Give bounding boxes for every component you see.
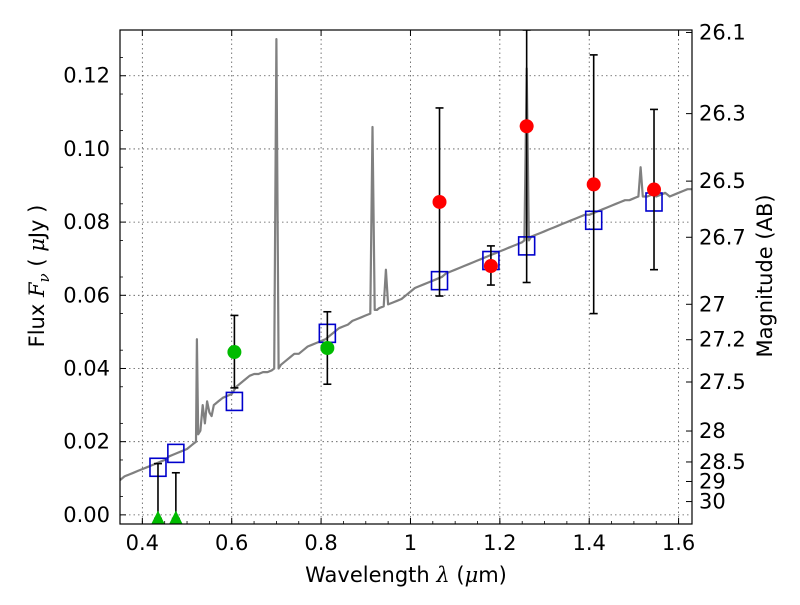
- model-photometry-square: [225, 391, 244, 412]
- data-point-circle: [227, 345, 242, 360]
- x-tick-label: 1: [404, 531, 417, 555]
- x-axis-label-unit: m): [478, 563, 507, 587]
- x-tick-label: 0.8: [304, 531, 337, 555]
- data-point-circle: [586, 177, 601, 192]
- x-tick-label: 1.6: [662, 531, 695, 555]
- y2-tick-label: 26.1: [699, 20, 746, 44]
- tick-layer: 0.4 0.6 0.8 1 1.2 1.4 1.6 0.00 0.02 0.04 0.06 0.08 0…: [63, 20, 746, 555]
- y-axis-label-prefix: Flux: [25, 297, 49, 347]
- data-point-circle: [320, 340, 335, 355]
- data-point-circle: [519, 119, 534, 134]
- x-axis-label-lambda: λ: [435, 563, 449, 587]
- model-spectrum-line: [120, 37, 692, 481]
- data-point-circle: [483, 259, 498, 274]
- y-axis-label-nu: ν: [35, 273, 53, 282]
- y2-tick-label: 27.5: [699, 370, 746, 394]
- y2-tick-label: 26.5: [699, 169, 746, 193]
- y-tick-label: 0.00: [63, 503, 110, 527]
- y2-tick-label: 26.7: [699, 225, 746, 249]
- y2-tick-label: 26.3: [699, 102, 746, 126]
- y2-tick-label: 28.5: [699, 450, 746, 474]
- x-tick-label: 1.4: [573, 531, 606, 555]
- x-tick-label: 1.2: [483, 531, 516, 555]
- data-point-circle: [647, 182, 662, 197]
- y2-tick-label: 29: [699, 469, 726, 493]
- x-tick-label: 0.4: [126, 531, 159, 555]
- data-point-circle: [432, 194, 447, 209]
- x-axis-label-mu: μ: [465, 563, 479, 587]
- x-axis-label: Wavelength λ (μm): [305, 563, 507, 587]
- upper-limit-triangle: [169, 510, 183, 524]
- y-tick-label: 0.02: [63, 430, 110, 454]
- y-axis-label-F: F: [25, 281, 49, 298]
- y2-tick-label: 28: [699, 419, 726, 443]
- y2-axis-label: Magnitude (AB): [753, 194, 777, 357]
- data-layer: [120, 30, 692, 524]
- y-tick-label: 0.08: [63, 210, 110, 234]
- model-photometry-square: [167, 443, 185, 464]
- x-axis-label-open: (: [450, 563, 465, 587]
- y-tick-label: 0.10: [63, 137, 110, 161]
- y-tick-label: 0.12: [63, 64, 110, 88]
- y-axis-label-open: (: [25, 252, 49, 274]
- y-axis-label: Flux Fν ( μJy ): [25, 205, 53, 348]
- grid-layer: [120, 30, 692, 524]
- y-tick-label: 0.04: [63, 356, 110, 380]
- y2-tick-label: 30: [699, 490, 726, 514]
- y-axis-label-close: Jy ): [25, 205, 49, 241]
- x-tick-label: 0.6: [215, 531, 248, 555]
- y-axis-label-mu: μ: [25, 238, 49, 252]
- y2-tick-label: 27.2: [699, 328, 746, 352]
- x-axis-label-prefix: Wavelength: [305, 563, 436, 587]
- upper-limit-triangle: [151, 510, 165, 524]
- y2-tick-label: 27: [699, 292, 726, 316]
- y-tick-label: 0.06: [63, 283, 110, 307]
